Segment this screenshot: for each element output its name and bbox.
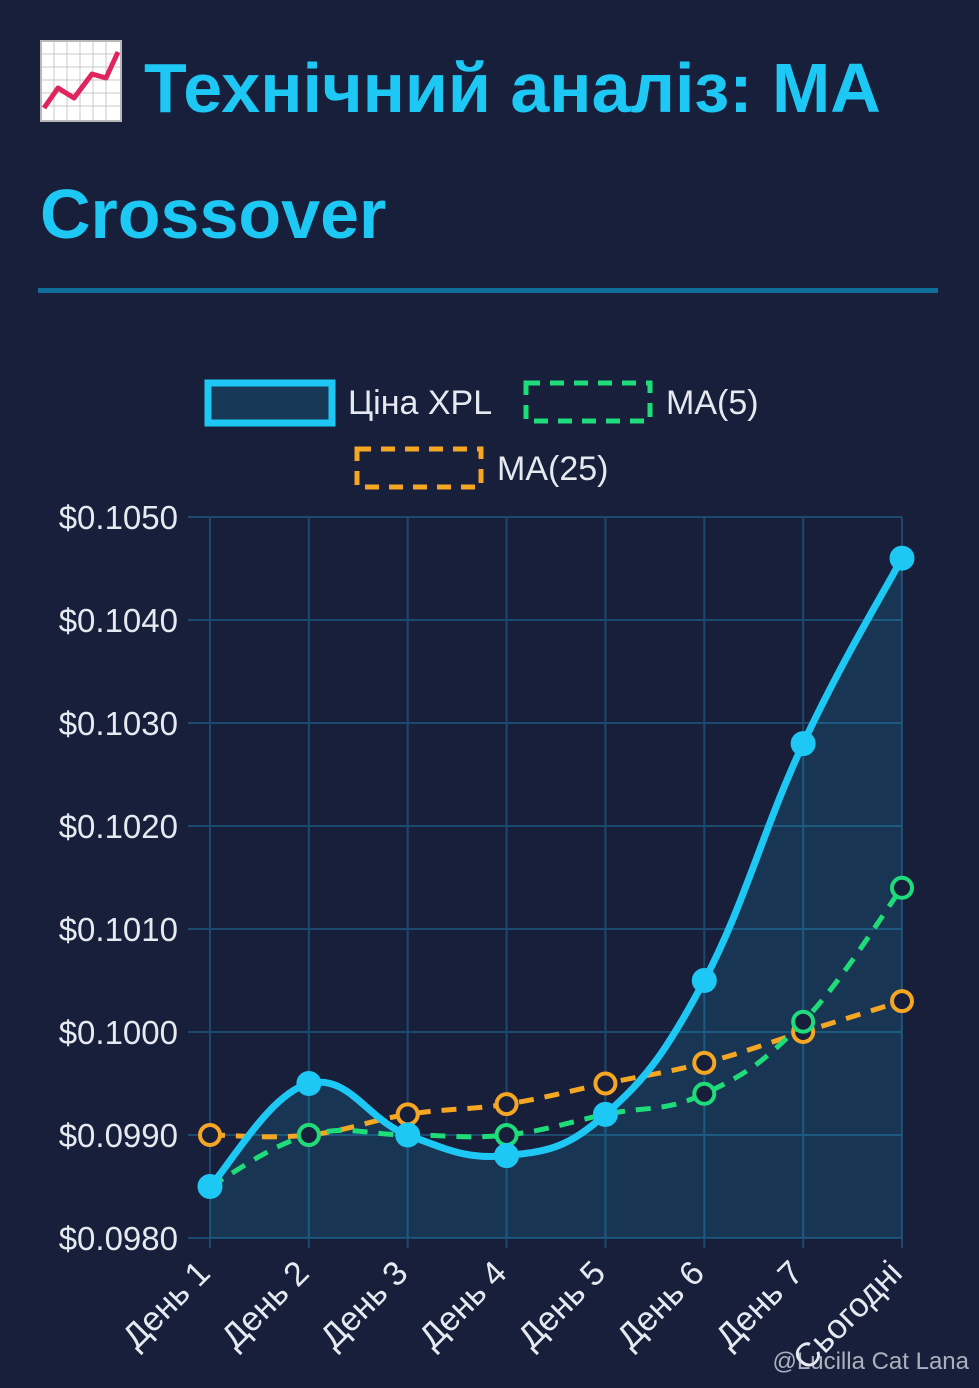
price-point: [197, 1174, 223, 1199]
ma25-point: [593, 1071, 618, 1096]
y-tick-label: $0.1010: [59, 911, 178, 948]
x-tick-label: День 4: [412, 1254, 514, 1356]
title-line-2: Crossover: [40, 175, 387, 253]
ma25-point: [395, 1102, 420, 1127]
price-point: [494, 1143, 520, 1169]
title-line-1: Технічний аналіз: MA: [144, 49, 881, 127]
legend-swatch-ma5: [523, 380, 653, 424]
legend-swatch-price: [204, 379, 336, 427]
price-point: [691, 968, 717, 993]
price-point: [790, 731, 816, 757]
page-title: Технічний аналіз: MA Crossover: [40, 30, 940, 272]
ma25-point: [494, 1092, 519, 1117]
y-tick-label: $0.0990: [59, 1117, 178, 1154]
ma5-point: [890, 875, 914, 900]
x-tick-label: День 1: [115, 1254, 217, 1356]
ma25-point: [890, 989, 914, 1014]
title-divider: [38, 288, 938, 293]
y-tick-label: $0.1000: [59, 1014, 178, 1051]
ma25-point: [198, 1123, 222, 1147]
price-point: [592, 1101, 618, 1127]
price-area-fill: [210, 558, 902, 1238]
ma5-point: [791, 1009, 816, 1034]
legend-label-price: Ціна XPL: [348, 384, 492, 422]
ma5-point: [494, 1123, 519, 1147]
y-tick-label: $0.1040: [59, 602, 178, 639]
price-point: [395, 1122, 421, 1148]
x-tick-label: День 3: [313, 1254, 415, 1356]
legend-label-ma5: MA(5): [666, 384, 759, 422]
y-tick-label: $0.1030: [59, 705, 178, 742]
y-tick-label: $0.0980: [59, 1220, 178, 1257]
ma5-point: [692, 1081, 717, 1106]
ma5-point: [296, 1123, 321, 1147]
watermark: @Lucilla Cat Lana: [773, 1348, 969, 1376]
watermark-text: @Lucilla Cat Lana: [772, 1348, 969, 1375]
x-tick-label: День 2: [214, 1254, 316, 1356]
y-tick-label: $0.1050: [59, 499, 178, 536]
y-tick-label: $0.1020: [59, 808, 178, 845]
legend-swatch-ma25: [354, 446, 484, 490]
ma25-point: [692, 1050, 717, 1075]
title-block: Технічний аналіз: MA Crossover: [40, 30, 940, 272]
price-point: [296, 1071, 322, 1096]
x-tick-label: День 6: [610, 1254, 712, 1356]
ma-crossover-chart: $0.1050 $0.1040 $0.1030 $0.1020 $0.1010 $0.10…: [59, 379, 915, 1378]
x-tick-label: День 5: [511, 1254, 613, 1356]
legend-label-ma25: MA(25): [497, 450, 608, 488]
price-point: [889, 545, 915, 571]
chart-increasing-icon: [40, 40, 122, 156]
